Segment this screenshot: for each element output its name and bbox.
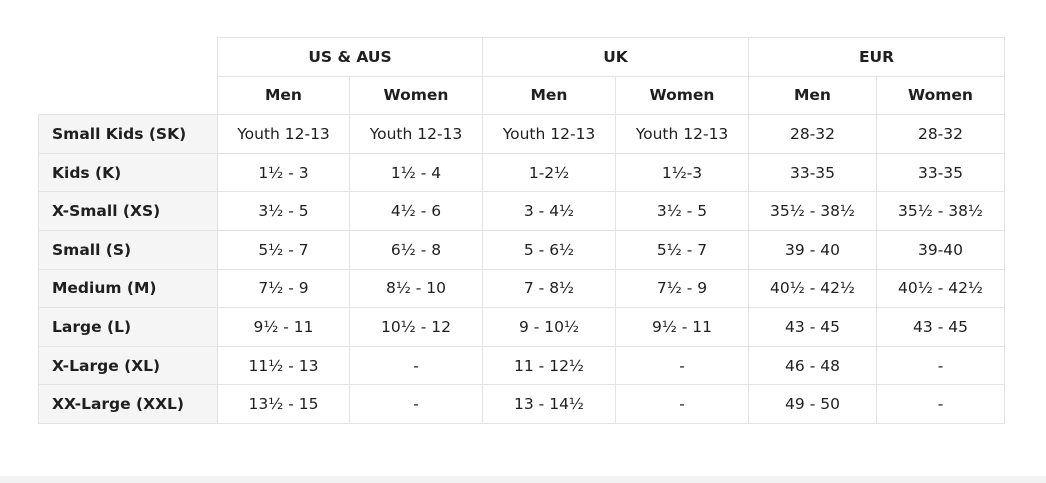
table-cell: 33-35 [748,152,877,193]
table-cell: 10½ - 12 [349,307,483,347]
table-cell: 33-35 [876,152,1005,193]
table-cell: 5½ - 7 [615,229,749,270]
table-cell: Youth 12-13 [217,114,350,154]
table-cell: - [615,345,749,386]
table-row: Small Kids (SK) Youth 12-13 Youth 12-13 … [38,114,1005,154]
table-cell: 35½ - 38½ [876,191,1005,231]
table-cell: 13 - 14½ [482,384,616,424]
table-row: Small (S) 5½ - 7 6½ - 8 5 - 6½ 5½ - 7 39… [38,229,1005,270]
subheader-uk-men: Men [482,75,616,116]
table-cell: - [876,345,1005,386]
subheader-uk-women: Women [615,75,749,116]
table-cell: 40½ - 42½ [748,268,877,309]
table-cell: 43 - 45 [748,307,877,347]
table-cell: 28-32 [748,114,877,154]
subheader-us-women: Women [349,75,483,116]
table-cell: 39-40 [876,229,1005,270]
table-row: XX-Large (XXL) 13½ - 15 - 13 - 14½ - 49 … [38,384,1005,424]
table-cell: 1½-3 [615,152,749,193]
table-row: X-Large (XL) 11½ - 13 - 11 - 12½ - 46 - … [38,345,1005,386]
table-cell: 3½ - 5 [217,191,350,231]
subheader-eur-men: Men [748,75,877,116]
table-row: X-Small (XS) 3½ - 5 4½ - 6 3 - 4½ 3½ - 5… [38,191,1005,231]
table-cell: 43 - 45 [876,307,1005,347]
table-cell: 7½ - 9 [217,268,350,309]
row-label: X-Small (XS) [38,191,218,231]
table-cell: 5 - 6½ [482,229,616,270]
table-cell: 5½ - 7 [217,229,350,270]
table-cell: 9 - 10½ [482,307,616,347]
row-label: X-Large (XL) [38,345,218,386]
table-cell: 8½ - 10 [349,268,483,309]
row-label: Large (L) [38,307,218,347]
group-header-us-aus: US & AUS [217,37,483,77]
table-cell: 4½ - 6 [349,191,483,231]
table-cell: 9½ - 11 [217,307,350,347]
table-cell: 7 - 8½ [482,268,616,309]
row-label: Small Kids (SK) [38,114,218,154]
table-cell: 1-2½ [482,152,616,193]
table-cell: 39 - 40 [748,229,877,270]
row-label: XX-Large (XXL) [38,384,218,424]
table-cell: 11 - 12½ [482,345,616,386]
footer-divider-strip [0,476,1046,483]
table-cell: 13½ - 15 [217,384,350,424]
table-cell: 49 - 50 [748,384,877,424]
table-cell: 1½ - 4 [349,152,483,193]
table-cell: 3 - 4½ [482,191,616,231]
subheader-row: Men Women Men Women Men Women [39,75,1005,116]
corner-cell [38,37,218,116]
table-cell: 3½ - 5 [615,191,749,231]
table-cell: 9½ - 11 [615,307,749,347]
table-row: Large (L) 9½ - 11 10½ - 12 9 - 10½ 9½ - … [38,307,1005,347]
group-header-row: US & AUS UK EUR [38,37,1005,116]
table-cell: 11½ - 13 [217,345,350,386]
table-cell: Youth 12-13 [615,114,749,154]
table-cell: 46 - 48 [748,345,877,386]
row-label: Small (S) [38,229,218,270]
subheader-eur-women: Women [876,75,1005,116]
subheader-us-men: Men [217,75,350,116]
table-cell: - [349,345,483,386]
table-cell: 1½ - 3 [217,152,350,193]
table-cell: 40½ - 42½ [876,268,1005,309]
table-cell: 28-32 [876,114,1005,154]
table-row: Kids (K) 1½ - 3 1½ - 4 1-2½ 1½-3 33-35 3… [38,152,1005,193]
table-cell: - [615,384,749,424]
table-cell: - [876,384,1005,424]
size-chart-table: US & AUS UK EUR Men Women Men Women Men … [38,37,1005,424]
table-cell: 35½ - 38½ [748,191,877,231]
table-cell: Youth 12-13 [482,114,616,154]
row-label: Kids (K) [38,152,218,193]
group-header-uk: UK [482,37,749,77]
group-header-eur: EUR [748,37,1005,77]
table-cell: 7½ - 9 [615,268,749,309]
table-cell: Youth 12-13 [349,114,483,154]
row-label: Medium (M) [38,268,218,309]
table-row: Medium (M) 7½ - 9 8½ - 10 7 - 8½ 7½ - 9 … [38,268,1005,309]
table-cell: - [349,384,483,424]
table-cell: 6½ - 8 [349,229,483,270]
